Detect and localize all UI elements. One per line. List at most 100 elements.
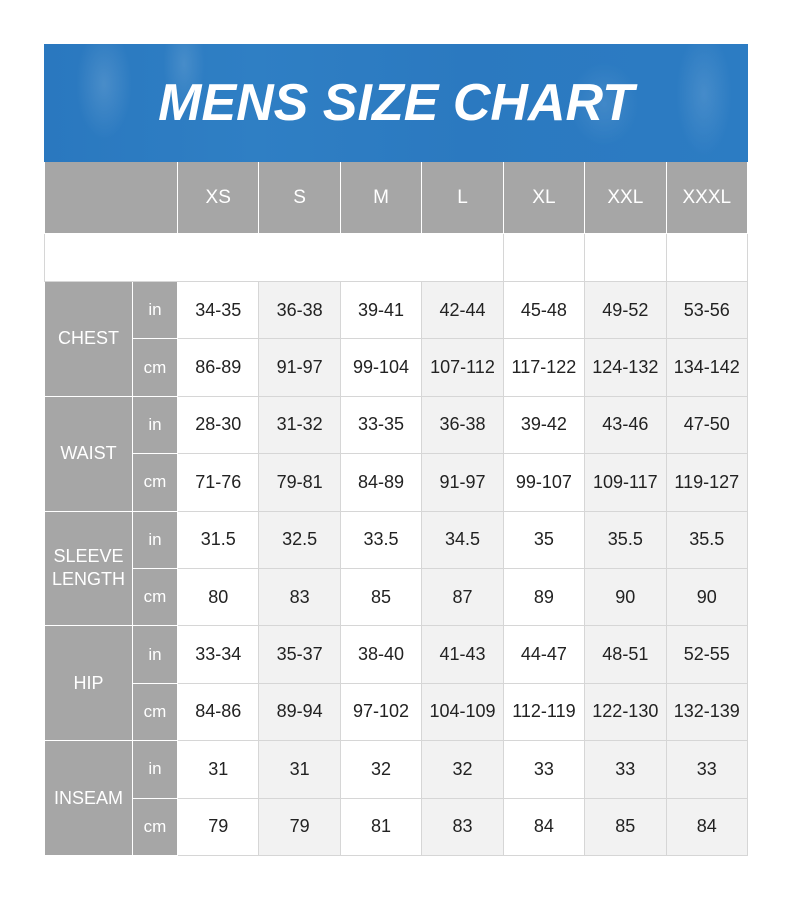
- size-value-cell: 44-47: [502, 625, 586, 684]
- size-value-cell: 31: [176, 740, 260, 799]
- size-value-cell: 41-43: [421, 625, 504, 684]
- size-header-xs: XS: [176, 162, 260, 234]
- measurement-label: WAIST: [44, 395, 133, 512]
- size-value-cell: 79: [258, 797, 341, 856]
- measurement-label: SLEEVE LENGTH: [44, 510, 133, 627]
- size-value-cell: 97-102: [339, 682, 423, 742]
- table-row: SLEEVE LENGTH in 31.5 32.5 33.5 34.5 35 35.5 35.…: [44, 510, 749, 627]
- size-value-cell: 132-139: [665, 682, 749, 742]
- spacer-cell: [584, 233, 667, 282]
- size-value-cell: 47-50: [665, 395, 749, 455]
- size-header-s: S: [258, 162, 341, 234]
- spacer-cell: [44, 233, 504, 282]
- size-value-cell: 35-37: [258, 625, 341, 684]
- size-value-cell: 45-48: [502, 280, 586, 340]
- unit-label: cm: [132, 453, 178, 512]
- size-value-cell: 33-34: [176, 625, 260, 684]
- unit-label: in: [132, 395, 178, 455]
- size-value-cell: 79: [176, 797, 260, 856]
- size-value-cell: 42-44: [421, 280, 504, 340]
- size-value-cell: 71-76: [176, 453, 260, 512]
- size-value-cell: 91-97: [258, 338, 341, 397]
- size-value-cell: 35: [502, 510, 586, 569]
- size-value-cell: 33-35: [339, 395, 423, 455]
- size-value-cell: 31: [258, 740, 341, 799]
- header-corner: [44, 162, 178, 234]
- measurement-label: HIP: [44, 625, 133, 742]
- size-value-cell: 79-81: [258, 453, 341, 512]
- size-value-cell: 39-42: [502, 395, 586, 455]
- spacer-cell: [502, 233, 586, 282]
- size-value-cell: 84-86: [176, 682, 260, 742]
- size-value-cell: 36-38: [421, 395, 504, 455]
- size-value-cell: 87: [421, 567, 504, 627]
- size-value-cell: 109-117: [584, 453, 667, 512]
- table-row: WAIST in 28-30 31-32 33-35 36-38 39-42 43-46 47-…: [44, 395, 749, 512]
- table-row: INSEAM in 31 31 32 32 33 33 33: [44, 740, 749, 856]
- unit-label: in: [132, 740, 178, 799]
- size-value-cell: 119-127: [665, 453, 749, 512]
- size-header-xxl: XXL: [584, 162, 667, 234]
- chart-title: MENS SIZE CHART: [158, 74, 634, 132]
- size-value-cell: 43-46: [584, 395, 667, 455]
- size-value-cell: 80: [176, 567, 260, 627]
- size-header-xl: XL: [502, 162, 586, 234]
- size-value-cell: 35.5: [665, 510, 749, 569]
- size-value-cell: 84: [665, 797, 749, 856]
- size-value-cell: 33: [502, 740, 586, 799]
- unit-label: cm: [132, 797, 178, 856]
- size-value-cell: 83: [421, 797, 504, 856]
- size-value-cell: 134-142: [665, 338, 749, 397]
- size-value-cell: 124-132: [584, 338, 667, 397]
- size-value-cell: 84: [502, 797, 586, 856]
- unit-label: cm: [132, 682, 178, 742]
- spacer-row: [44, 233, 749, 282]
- size-value-cell: 83: [258, 567, 341, 627]
- size-value-cell: 117-122: [502, 338, 586, 397]
- table-row: cm 79 79 81 83 84 85 84: [45, 797, 749, 856]
- size-value-cell: 89-94: [258, 682, 341, 742]
- size-header-l: L: [421, 162, 504, 234]
- title-banner: MENS SIZE CHART: [44, 44, 748, 162]
- size-value-cell: 85: [584, 797, 667, 856]
- size-value-cell: 31-32: [258, 395, 341, 455]
- unit-label: cm: [132, 567, 178, 627]
- unit-label: cm: [132, 338, 178, 397]
- size-value-cell: 49-52: [584, 280, 667, 340]
- size-value-cell: 32: [421, 740, 504, 799]
- size-value-cell: 99-107: [502, 453, 586, 512]
- size-header-m: M: [339, 162, 423, 234]
- size-value-cell: 91-97: [421, 453, 504, 512]
- size-value-cell: 86-89: [176, 338, 260, 397]
- table-row: cm 86-89 91-97 99-104 107-112 117-122 124-132 1…: [45, 338, 749, 397]
- size-value-cell: 104-109: [421, 682, 504, 742]
- size-value-cell: 84-89: [339, 453, 423, 512]
- size-value-cell: 107-112: [421, 338, 504, 397]
- size-value-cell: 36-38: [258, 280, 341, 340]
- table-row: HIP in 33-34 35-37 38-40 41-43 44-47 48-51 52-55: [44, 625, 749, 742]
- table-row: cm 71-76 79-81 84-89 91-97 99-107 109-117 119-1…: [45, 453, 749, 512]
- size-value-cell: 52-55: [665, 625, 749, 684]
- size-value-cell: 31.5: [176, 510, 260, 569]
- size-table: XS S M L XL XXL XXXL CHEST in 34-35 36-38 39-41 42-4…: [44, 162, 749, 856]
- size-header-row: XS S M L XL XXL XXXL: [44, 162, 749, 234]
- size-value-cell: 33: [665, 740, 749, 799]
- size-value-cell: 38-40: [339, 625, 423, 684]
- size-value-cell: 33: [584, 740, 667, 799]
- unit-label: in: [132, 280, 178, 340]
- size-value-cell: 90: [665, 567, 749, 627]
- unit-label: in: [132, 625, 178, 684]
- spacer-cell: [665, 233, 749, 282]
- size-value-cell: 89: [502, 567, 586, 627]
- size-value-cell: 34-35: [176, 280, 260, 340]
- size-value-cell: 48-51: [584, 625, 667, 684]
- size-value-cell: 90: [584, 567, 667, 627]
- table-row: cm 80 83 85 87 89 90 90: [45, 567, 749, 627]
- size-value-cell: 112-119: [502, 682, 586, 742]
- size-value-cell: 122-130: [584, 682, 667, 742]
- size-value-cell: 34.5: [421, 510, 504, 569]
- size-value-cell: 33.5: [339, 510, 423, 569]
- size-value-cell: 35.5: [584, 510, 667, 569]
- size-value-cell: 32.5: [258, 510, 341, 569]
- table-row: CHEST in 34-35 36-38 39-41 42-44 45-48 49-52 53-…: [44, 280, 749, 397]
